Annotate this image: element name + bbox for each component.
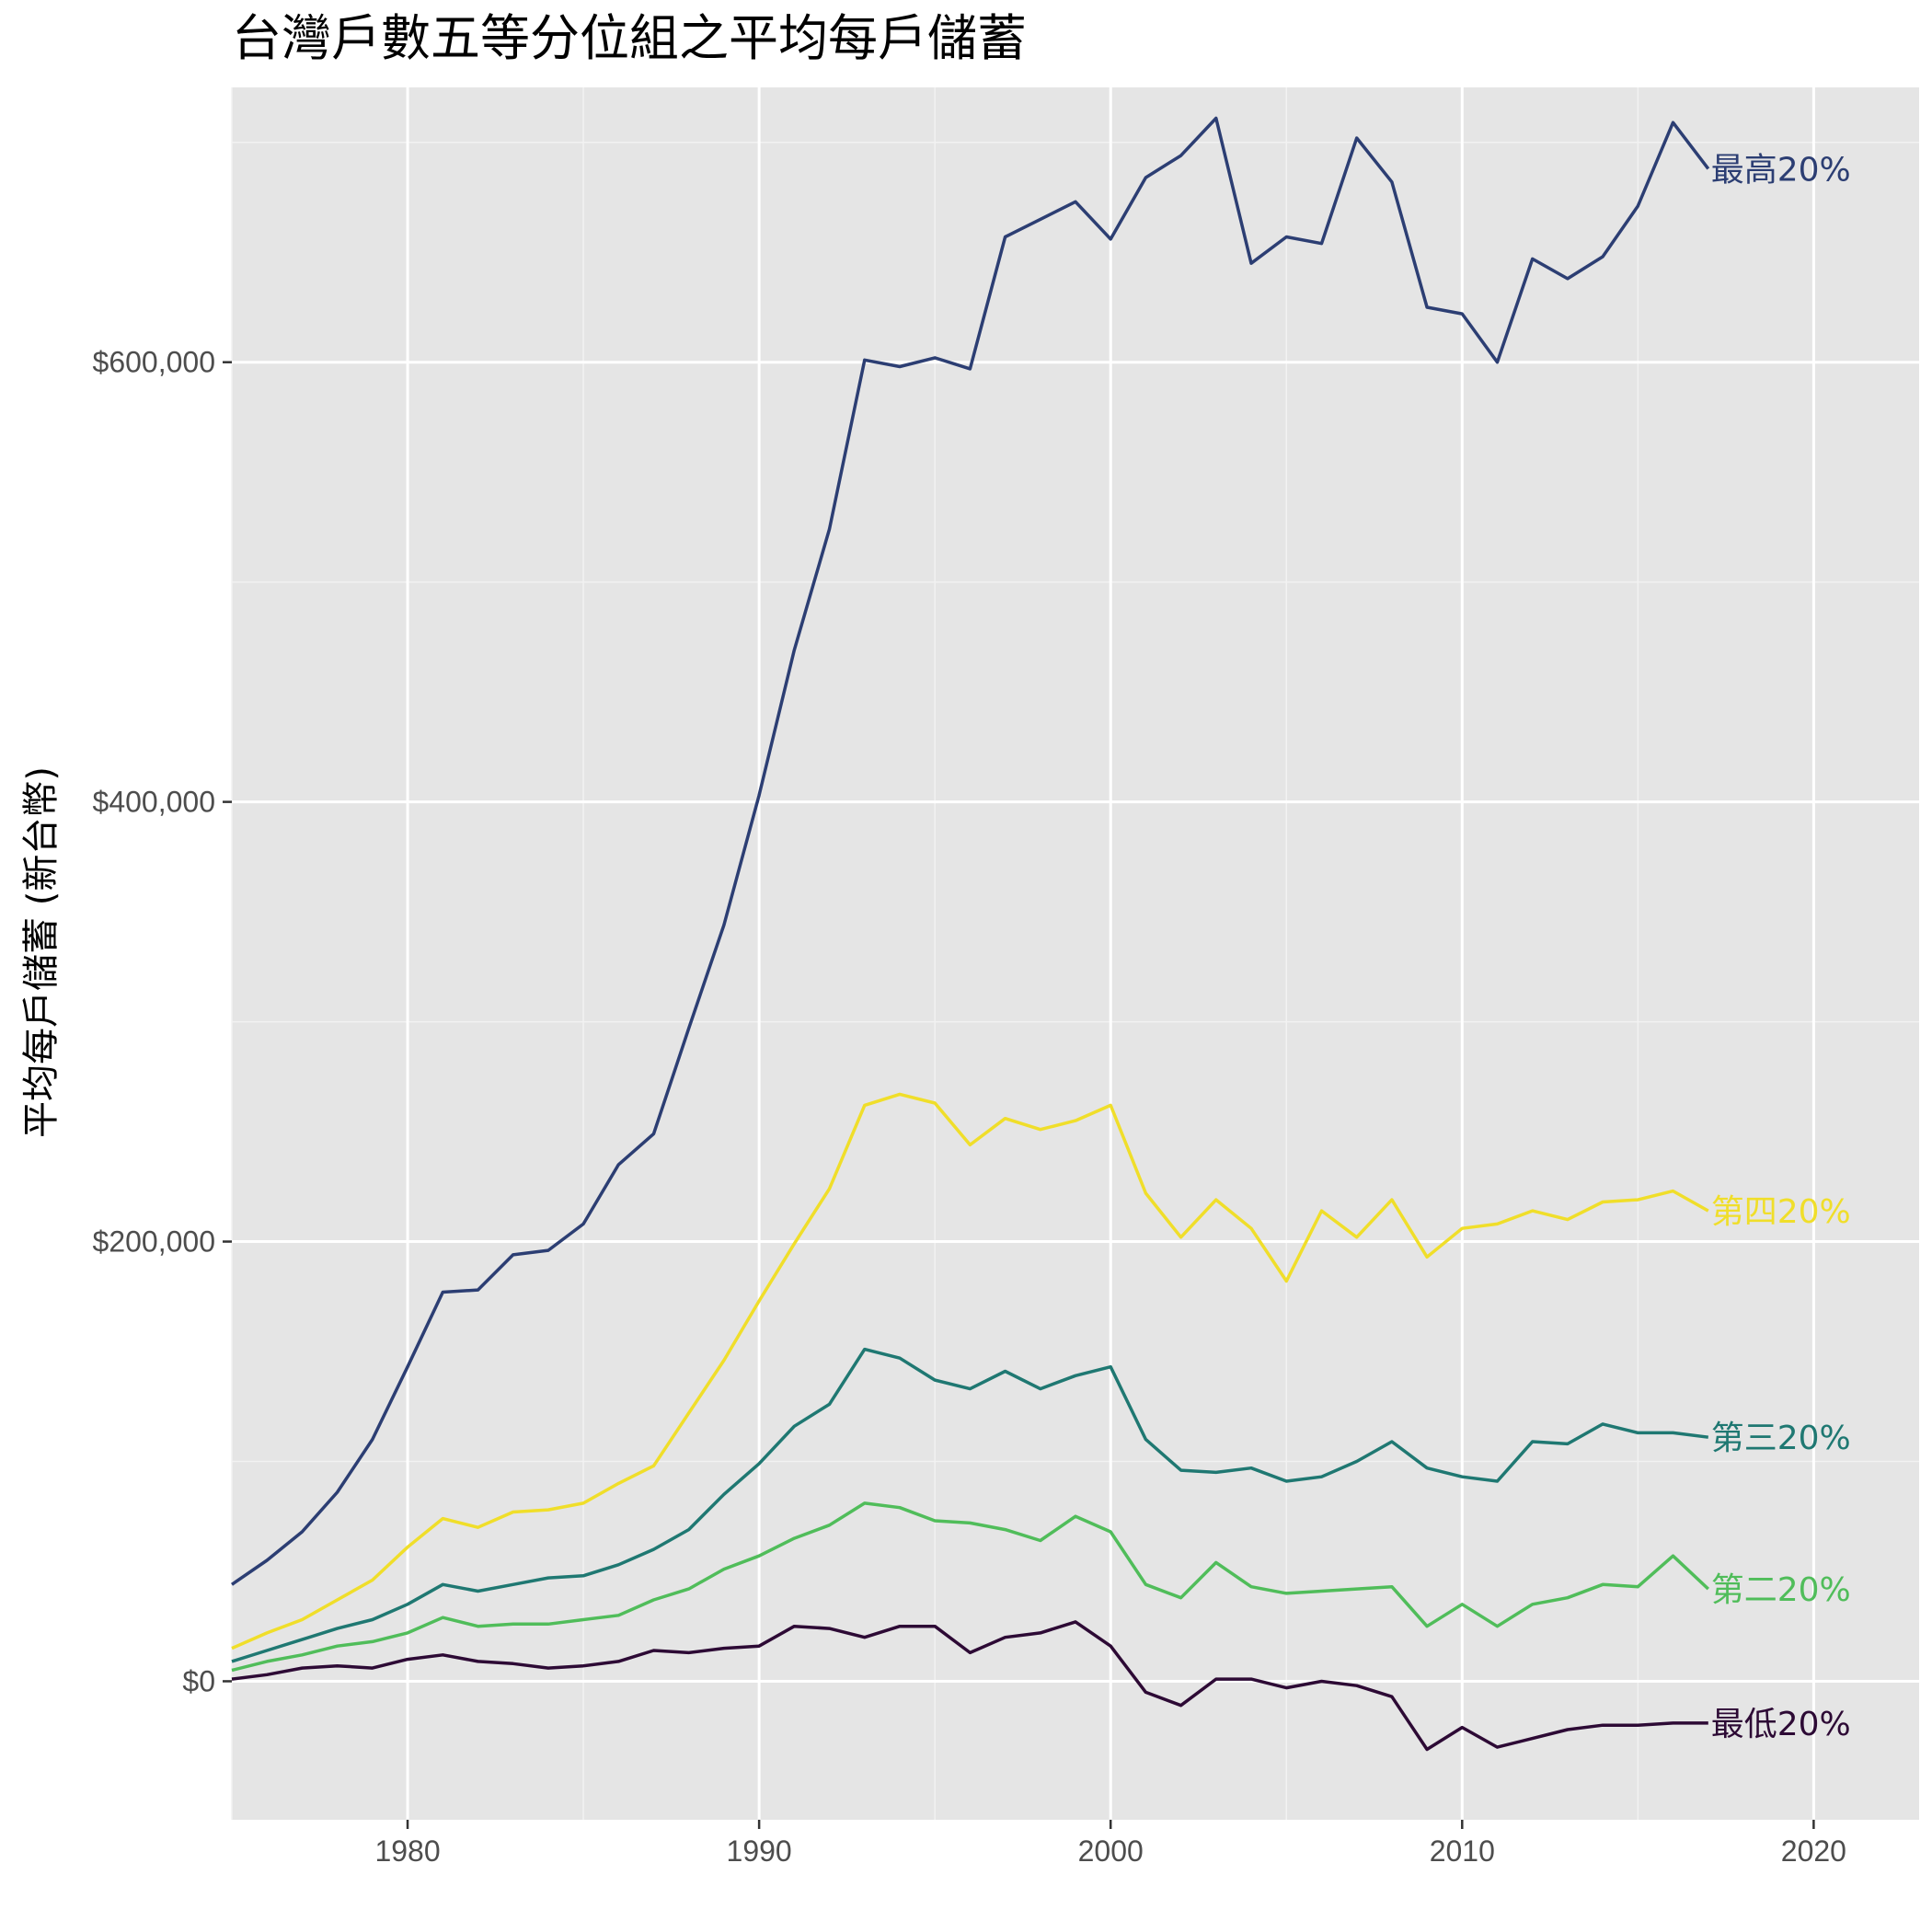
x-tick-label: 2000: [1078, 1834, 1144, 1868]
series-line: [231, 1092, 1709, 1650]
series-end-labels: 最高20% 第四20% 第三20% 第二20% 最低20%: [1711, 151, 1851, 1742]
series-label: 最高20%: [1711, 151, 1851, 189]
series-line: [231, 1501, 1709, 1673]
x-tick-label: 1980: [374, 1834, 440, 1868]
series-line: [231, 1347, 1709, 1663]
y-axis-label: 平均每戶儲蓄 (新台幣): [20, 766, 63, 1138]
y-tick-label: $600,000: [93, 346, 215, 379]
series-line: [231, 116, 1710, 1586]
x-tick-label: 2020: [1781, 1834, 1846, 1868]
y-tick-label: $200,000: [93, 1225, 215, 1259]
minor-gridlines: [231, 87, 1919, 1820]
series-label: 最低20%: [1711, 1706, 1851, 1743]
series-label: 第三20%: [1711, 1420, 1851, 1457]
x-tick-label: 2010: [1430, 1834, 1495, 1868]
series-line: [231, 1620, 1708, 1752]
x-tick-label: 1990: [727, 1834, 792, 1868]
chart-title: 台灣戶數五等分位組之平均每戶儲蓄: [232, 9, 1027, 67]
major-gridlines: [232, 87, 1919, 1820]
y-tick-label: $0: [182, 1664, 215, 1697]
series-lines: [231, 116, 1710, 1752]
series-label: 第四20%: [1711, 1193, 1851, 1231]
y-tick-label: $400,000: [93, 786, 215, 819]
y-axis: $0 $200,000 $400,000 $600,000: [93, 346, 232, 1697]
x-axis: 1980 1990 2000 2010 2020: [374, 1820, 1846, 1868]
series-label: 第二20%: [1711, 1571, 1851, 1609]
